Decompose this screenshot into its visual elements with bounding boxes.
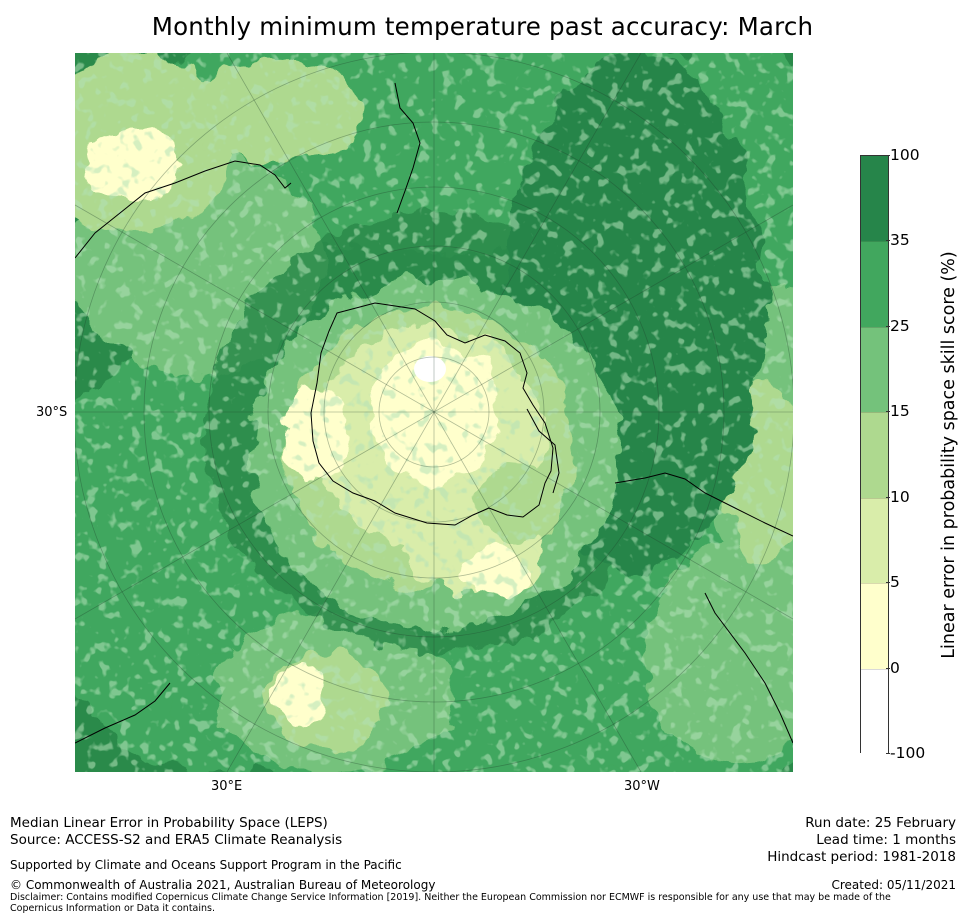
footer-run-date: Run date: 25 February <box>805 815 956 831</box>
footer-hindcast: Hindcast period: 1981-2018 <box>767 849 956 865</box>
polar-map[interactable] <box>75 53 793 772</box>
colorbar-tick-label: -100 <box>885 744 926 762</box>
australia-coast <box>75 160 292 259</box>
skill-speckle <box>75 53 793 772</box>
lon-label-left: 30°E <box>211 779 243 794</box>
south-africa-coast <box>75 682 171 744</box>
antarctic-peninsula <box>526 408 560 494</box>
colorbar-tick-label: 100 <box>886 146 920 164</box>
graticule <box>75 53 793 772</box>
colorbar-bin <box>861 583 888 669</box>
footer-support: Supported by Climate and Oceans Support … <box>10 858 402 872</box>
footer-copyright: © Commonwealth of Australia 2021, Austra… <box>10 878 436 892</box>
colorbar-tick-label: 35 <box>886 231 910 250</box>
footer-source: Source: ACCESS-S2 and ERA5 Climate Reana… <box>10 832 343 848</box>
colorbar <box>860 155 889 754</box>
footer-disclaimer: Disclaimer: Contains modified Copernicus… <box>10 892 891 914</box>
footer-leps: Median Linear Error in Probability Space… <box>10 815 328 831</box>
colorbar-bin <box>861 497 888 584</box>
colorbar-bin <box>861 241 888 327</box>
colorbar-bin <box>861 412 888 498</box>
map-svg <box>75 53 793 772</box>
south-america-east <box>704 592 793 744</box>
colorbar-bin <box>861 668 888 754</box>
south-america-coast <box>614 472 793 537</box>
colorbar-tick-label: 5 <box>886 573 900 592</box>
colorbar-tick-label: 10 <box>886 487 910 506</box>
pole-white-region <box>414 356 446 382</box>
colorbar-tick-label: 0 <box>886 658 900 677</box>
chart-title: Monthly minimum temperature past accurac… <box>151 12 814 41</box>
footer-created: Created: 05/11/2021 <box>831 878 956 892</box>
lat-label: 30°S <box>36 405 68 420</box>
antarctica-coast <box>310 302 554 526</box>
lon-label-right: 30°W <box>624 779 660 794</box>
colorbar-label: Linear error in probability space skill … <box>939 251 959 659</box>
new-zealand-north <box>394 82 421 214</box>
footer-lead-time: Lead time: 1 months <box>816 832 956 848</box>
colorbar-bin <box>861 156 888 242</box>
coastlines <box>75 82 793 744</box>
colorbar-bin <box>861 326 888 413</box>
colorbar-tick-label: 25 <box>886 316 910 335</box>
colorbar-tick-label: 15 <box>886 402 910 421</box>
